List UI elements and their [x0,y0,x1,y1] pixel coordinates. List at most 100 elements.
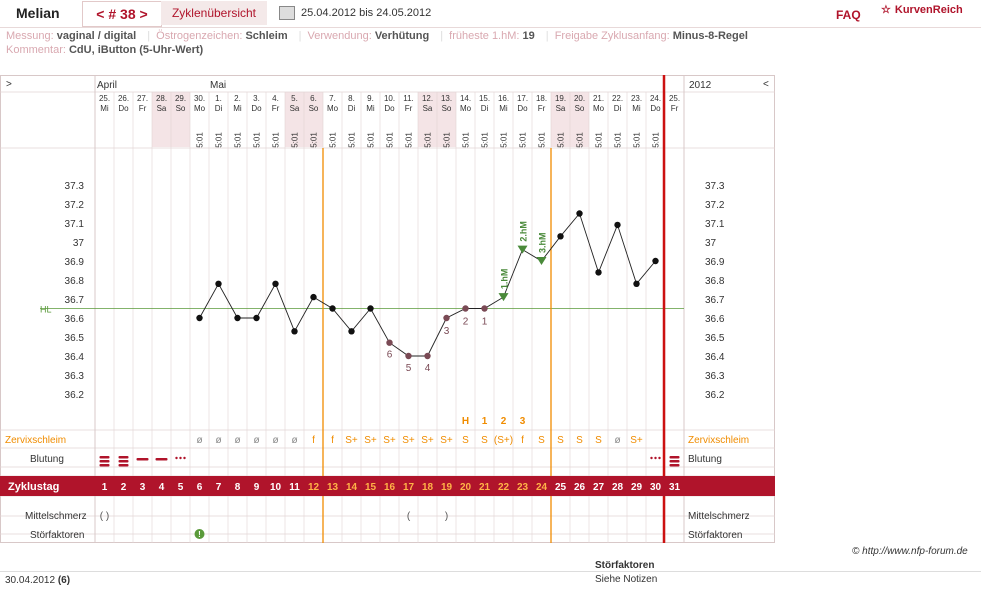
date-label: 20. [574,94,585,103]
tab-zyklenuebersicht[interactable]: Zyklenübersicht [161,1,267,25]
zyklustag-number: 25 [555,482,567,493]
zyklustag-number: 12 [308,482,320,493]
temperature-point-hm[interactable] [517,245,528,254]
zervix-symbol: ø [272,435,278,446]
year-label: 2012 [689,80,712,91]
messung-label: Messung: [6,30,54,42]
zyklustag-number: 13 [327,482,339,493]
temperature-point[interactable] [424,352,431,360]
oestrogen-value: Schleim [245,30,288,42]
weekday-label: Fr [272,104,280,113]
peak-label: 1 [482,416,488,427]
brand-logo[interactable]: ☆ KurvenReich [881,3,967,16]
temperature-point[interactable] [215,280,222,287]
date-label: 27. [137,94,148,103]
temperature-point-hm[interactable] [536,257,547,265]
footer-date: 30.04.2012 (6) [5,575,70,586]
cycle-chart: > < April Mai 2012 25. Mi 26. Do 27. Fr 28. Sa 29. So 3… [0,75,775,545]
weekend-shade [171,92,190,147]
mittelschmerz-row-label-right: Mittelschmerz [688,511,750,522]
zervix-symbol: f [521,435,524,446]
date-label: 29. [175,94,186,103]
temperature-point[interactable] [367,305,374,312]
blutung-heavy-mark [669,460,680,463]
low-number-label: 1 [482,317,488,328]
stoerfaktoren-row-label: Störfaktoren [30,530,84,541]
weekday-label: Do [517,104,528,113]
time-label: 5:01 [462,132,471,148]
date-label: 11. [403,94,414,103]
date-range: 25.04.2012 bis 24.05.2012 [301,7,432,19]
month-label-mai: Mai [210,80,226,91]
temperature-point[interactable] [481,305,488,312]
zyklustag-number: 10 [270,482,282,493]
time-label: 5:01 [291,132,300,148]
temperature-point[interactable] [253,314,260,322]
faq-link[interactable]: FAQ [836,8,861,22]
zyklustag-number: 23 [517,482,529,493]
month-label-april: April [97,80,117,91]
zyklustag-number: 5 [178,482,184,493]
zervix-symbol: S+ [383,435,396,446]
blutung-heavy-mark [118,460,129,463]
temperature-point[interactable] [652,257,659,265]
temperature-point-hm[interactable] [498,293,509,302]
zyklustag-number: 19 [441,482,453,493]
zyklustag-number: 29 [631,482,643,493]
temperature-point[interactable] [443,314,450,322]
weekday-label: Do [118,104,129,113]
temperature-point[interactable] [614,221,621,229]
y-tick-left: 36.9 [65,257,85,268]
weekday-label: Di [215,104,223,113]
low-number-label: 2 [463,317,469,328]
temperature-point[interactable] [272,280,279,287]
low-number-label: 3 [444,326,450,337]
date-label: 7. [329,94,336,103]
temperature-point[interactable] [329,305,336,312]
y-tick-right: 36.3 [705,371,725,382]
mittelschmerz-row-label: Mittelschmerz [25,511,87,522]
temperature-point[interactable] [234,314,241,322]
temperature-point[interactable] [633,280,640,287]
weekday-label: Fr [139,104,147,113]
meta-line-2: Kommentar: CdU, iButton (5-Uhr-Wert) [6,44,211,56]
y-tick-right: 37 [705,238,717,249]
blutung-row-label: Blutung [30,454,64,465]
cycle-navigator[interactable]: < # 38 > [82,1,162,27]
temperature-point[interactable] [557,233,564,240]
temperature-point[interactable] [405,352,412,360]
temperature-point[interactable] [462,305,469,312]
print-icon[interactable] [279,6,295,20]
weekend-shade [551,92,570,147]
temperature-point[interactable] [595,269,602,276]
zervix-symbol: S [557,435,564,446]
temperature-point[interactable] [348,328,355,335]
zervix-symbol: ø [253,435,259,446]
zervix-symbol: ø [291,435,297,446]
peak-label: 3 [520,416,526,427]
time-label: 5:01 [443,132,452,148]
y-tick-right: 36.4 [705,352,725,363]
temperature-point[interactable] [196,314,203,322]
date-label: 26. [118,94,129,103]
weekend-shade [152,92,171,147]
temperature-point[interactable] [291,328,298,335]
date-label: 23. [631,94,642,103]
temperature-point[interactable] [310,293,317,301]
blutung-heavy-mark [669,456,680,459]
weekday-label: Mi [233,104,242,113]
stoerfaktor-icon[interactable] [194,529,205,539]
time-label: 5:01 [405,132,414,148]
cycle-chart-svg: > <April Mai 201225.Mi26.Do27.Fr28.Sa29.So3… [0,75,775,543]
zervix-symbol: S+ [345,435,358,446]
weekday-label: Mo [194,104,206,113]
weekday-label: Fr [405,104,413,113]
date-label: 13. [441,94,452,103]
hm-label: 3.hM [538,232,548,253]
y-tick-right: 36.7 [705,295,725,306]
temperature-point[interactable] [386,339,393,346]
weekend-shade [418,92,437,147]
blutung-light-mark [654,456,657,460]
temperature-point[interactable] [576,210,583,217]
date-label: 17. [517,94,528,103]
